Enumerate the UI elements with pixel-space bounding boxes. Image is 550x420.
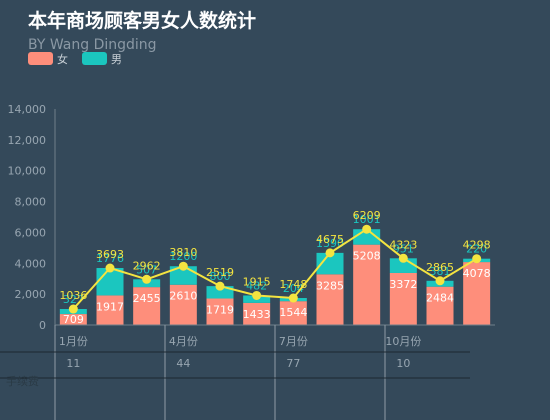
legend-swatch (28, 52, 53, 65)
x-tick-label: 10月份 (385, 335, 421, 348)
bar-label-female: 3285 (316, 279, 344, 292)
bar-label-male: 1390 (316, 237, 344, 250)
y-tick-label: 10,000 (8, 165, 47, 178)
line-label: 1915 (243, 275, 271, 288)
y-axis: 0 2,000 4,000 6,000 8,000 10,000 12,000 14,000 (8, 103, 56, 332)
bar-label-female: 1544 (279, 306, 307, 319)
line-label: 3810 (169, 246, 197, 259)
bar-label-female: 1917 (96, 300, 124, 313)
bar-label-male: 482 (246, 279, 267, 292)
y-tick-label: 14,000 (8, 103, 47, 116)
x-tick-label: 4月份 (169, 335, 198, 348)
bar-female (169, 284, 197, 325)
line-point (178, 261, 188, 271)
bar-male (206, 286, 234, 299)
line-path (72, 227, 478, 310)
bar-label-male: 507 (136, 263, 157, 276)
line-point (252, 290, 262, 300)
line-label: 2865 (426, 261, 454, 274)
bar-female (353, 244, 381, 325)
line-label: 3693 (96, 248, 124, 261)
bar-female (279, 301, 307, 325)
line-series: 1036 3693 2962 3810 2519 1915 1748 4675 6209 4323… (59, 209, 491, 314)
bar-label-female: 2455 (133, 292, 161, 305)
bar-label-male: 800 (210, 270, 231, 283)
bar-label-female: 1433 (243, 308, 271, 321)
legend: 女男 (28, 52, 122, 66)
bar-female (426, 286, 454, 325)
line-label: 4298 (463, 239, 491, 252)
y-tick-label: 6,000 (15, 226, 47, 239)
line-label: 1036 (59, 289, 87, 302)
bar-label-male: 1776 (96, 252, 124, 265)
line-point (398, 253, 408, 263)
x-tick-label: 1月份 (59, 335, 88, 348)
y-tick-label: 8,000 (15, 196, 47, 209)
line-label: 2962 (133, 259, 161, 272)
bar-series: 7093271917177624555072610120017198001433… (59, 213, 491, 326)
chart-subtitle: BY Wang Dingding (28, 37, 157, 53)
bar-label-female: 4078 (463, 267, 491, 280)
line-point (105, 263, 115, 273)
line-label: 4323 (389, 238, 417, 251)
bar-label-female: 3372 (389, 278, 417, 291)
bar-label-female: 5208 (353, 250, 381, 263)
bar-label-female: 2610 (169, 290, 197, 303)
legend-swatch (82, 52, 107, 65)
bar-female (133, 287, 161, 325)
bar-female (243, 302, 271, 325)
y-tick-label: 2,000 (15, 288, 47, 301)
bar-female (463, 262, 491, 325)
x-tick-label: 7月份 (279, 335, 308, 348)
legend-label: 男 (111, 53, 122, 66)
x-axis: 1月份 11 4月份 44 7月份 77 10月份 10 手续费 (0, 324, 495, 420)
line-point (325, 248, 335, 258)
bar-label-male: 951 (393, 242, 414, 255)
bar-label-male: 381 (430, 265, 451, 278)
line-label: 6209 (353, 209, 381, 222)
y-tick-label: 0 (39, 319, 46, 332)
secondary-axis-label: 手续费 (6, 374, 39, 388)
chart-title: 本年商场顾客男女人数统计 (28, 10, 257, 32)
bar-label-female: 2484 (426, 292, 454, 305)
line-label: 4675 (316, 233, 344, 246)
bar-female (316, 274, 344, 325)
line-label: 1748 (279, 278, 307, 291)
bar-label-female: 709 (63, 313, 84, 326)
line-point (362, 224, 372, 234)
secondary-tick-label: 11 (66, 357, 80, 370)
secondary-tick-label: 10 (396, 357, 410, 370)
bar-female (59, 314, 87, 325)
bar-label-female: 1719 (206, 303, 234, 316)
line-point (68, 304, 78, 314)
bar-female (389, 272, 417, 325)
line-point (215, 281, 225, 291)
y-tick-label: 4,000 (15, 257, 47, 270)
bar-label-male: 220 (466, 243, 487, 256)
line-point (472, 254, 482, 264)
line-label: 2519 (206, 266, 234, 279)
line-point (435, 276, 445, 286)
secondary-tick-label: 77 (286, 357, 300, 370)
bar-label-male: 1001 (353, 213, 381, 226)
bar-female (206, 298, 234, 325)
bar-male (316, 252, 344, 275)
legend-label: 女 (57, 52, 68, 66)
bar-male (96, 268, 124, 296)
secondary-tick-label: 44 (176, 357, 190, 370)
bar-label-male: 1200 (169, 250, 197, 263)
y-tick-label: 12,000 (8, 134, 47, 147)
line-point (288, 293, 298, 303)
bar-female (96, 295, 124, 325)
line-point (142, 274, 152, 284)
